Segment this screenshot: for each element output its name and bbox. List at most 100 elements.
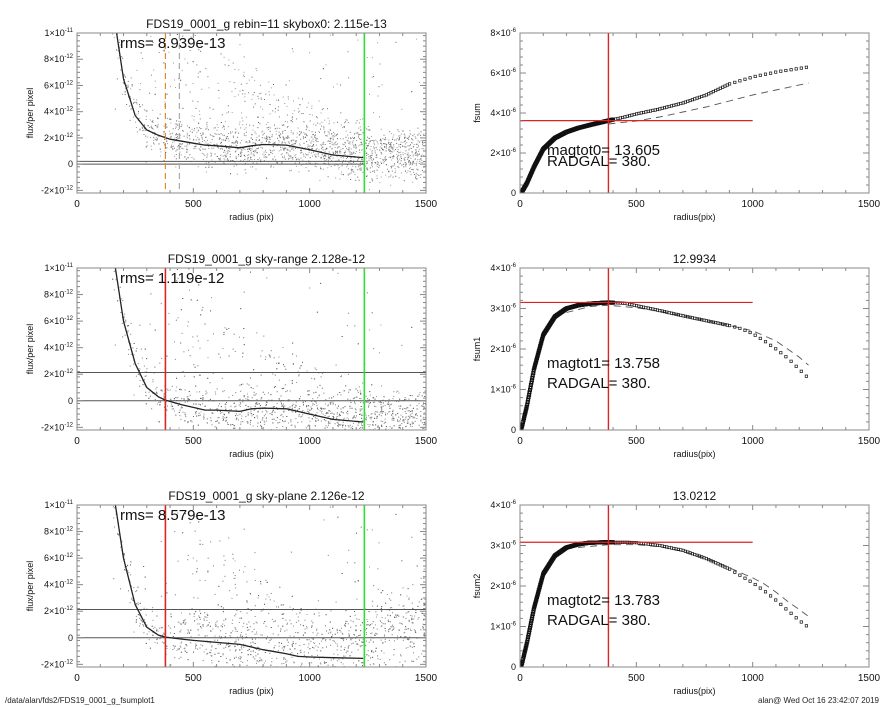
scatter-point (311, 152, 313, 154)
scatter-point (385, 160, 387, 162)
scatter-point (180, 126, 182, 127)
scatter-point (378, 167, 380, 168)
scatter-point (192, 83, 194, 84)
scatter-point (177, 124, 179, 126)
scatter-point (259, 84, 261, 86)
scatter-point (422, 142, 424, 144)
scatter-point (347, 157, 348, 158)
scatter-point (347, 149, 349, 150)
scatter-point (187, 398, 189, 399)
scatter-point (378, 428, 380, 430)
scatter-point (278, 99, 279, 101)
scatter-point (171, 146, 173, 147)
scatter-point (289, 406, 291, 408)
scatter-point (410, 144, 411, 146)
scatter-point (330, 413, 332, 414)
scatter-point (336, 422, 338, 424)
scatter-point (311, 148, 313, 150)
scatter-point (177, 277, 179, 279)
scatter-point (232, 424, 234, 425)
scatter-point (133, 343, 135, 344)
scatter-point (195, 403, 197, 405)
scatter-point (331, 141, 333, 143)
scatter-point (326, 147, 328, 149)
scatter-point (288, 155, 290, 156)
scatter-point (198, 141, 200, 143)
y-tick-label: 8×10-12 (44, 54, 74, 64)
scatter-point (266, 177, 268, 179)
scatter-point (188, 349, 189, 351)
scatter-point (195, 412, 196, 414)
scatter-point (391, 403, 393, 405)
scatter-point (333, 413, 335, 415)
scatter-point (398, 135, 400, 137)
scatter-point (380, 176, 382, 178)
scatter-point (376, 156, 378, 158)
scatter-point (271, 414, 273, 416)
scatter-point (405, 413, 407, 414)
scatter-point (359, 133, 361, 135)
scatter-point (379, 146, 381, 148)
scatter-point (268, 81, 270, 83)
scatter-point (371, 57, 373, 59)
scatter-point (355, 122, 357, 124)
scatter-point (369, 181, 371, 183)
scatter-point (149, 119, 151, 121)
scatter-point (124, 321, 126, 323)
scatter-point (233, 402, 235, 404)
scatter-point (243, 154, 245, 156)
scatter-point (247, 148, 249, 150)
scatter-point (300, 157, 302, 159)
scatter-point (408, 164, 410, 166)
scatter-point (302, 414, 304, 416)
scatter-point (233, 142, 235, 144)
scatter-point (360, 167, 362, 169)
scatter-point (320, 151, 322, 153)
scatter-point (415, 414, 416, 416)
scatter-point (378, 86, 380, 88)
scatter-point (216, 388, 218, 390)
scatter-point (240, 155, 242, 156)
scatter-point (390, 142, 391, 144)
scatter-point (323, 154, 325, 156)
scatter-point (358, 422, 360, 424)
x-tick-label: 0 (74, 199, 80, 210)
scatter-point (199, 374, 201, 376)
scatter-point (389, 411, 391, 412)
scatter-point (348, 147, 350, 149)
scatter-point (262, 108, 263, 110)
scatter-point (223, 162, 225, 164)
scatter-point (389, 149, 391, 151)
scatter-point (295, 156, 297, 158)
scatter-point (224, 420, 226, 422)
scatter-point (235, 419, 237, 421)
scatter-point (268, 141, 270, 142)
scatter-point (219, 356, 221, 358)
scatter-point (303, 404, 304, 406)
scatter-point (130, 104, 132, 106)
scatter-point (127, 86, 129, 88)
scatter-point (136, 114, 138, 116)
scatter-point (288, 137, 290, 139)
scatter-point (381, 385, 382, 387)
scatter-point (398, 392, 400, 394)
scatter-point (174, 128, 176, 130)
scatter-point (308, 405, 310, 407)
scatter-point (368, 160, 370, 162)
scatter-point (379, 140, 381, 141)
scatter-point (336, 413, 338, 415)
scatter-point (310, 136, 312, 138)
scatter-point (349, 157, 351, 159)
scatter-point (127, 86, 129, 88)
scatter-point (214, 426, 216, 428)
scatter-point (379, 401, 381, 403)
scatter-point (148, 397, 150, 399)
scatter-point (354, 174, 356, 176)
scatter-point (225, 136, 227, 138)
scatter-point (122, 300, 124, 302)
scatter-point (382, 402, 384, 404)
scatter-point (354, 144, 356, 146)
scatter-point (267, 136, 268, 138)
scatter-point (358, 165, 360, 167)
scatter-point (408, 410, 410, 412)
